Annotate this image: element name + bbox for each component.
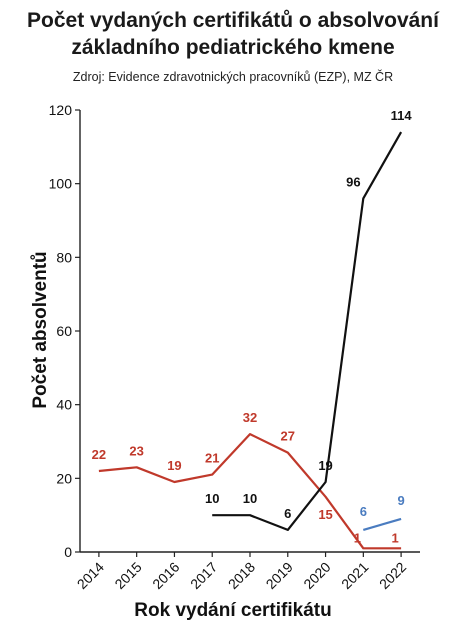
data-label: 23 xyxy=(129,443,143,458)
y-tick-label: 80 xyxy=(56,249,72,265)
data-label: 114 xyxy=(391,108,413,123)
x-tick-label: 2022 xyxy=(376,559,409,592)
data-label: 1 xyxy=(391,530,398,545)
y-tick-label: 0 xyxy=(64,544,72,560)
data-label: 10 xyxy=(205,491,219,506)
y-tick-label: 20 xyxy=(56,470,72,486)
x-tick-label: 2019 xyxy=(263,559,296,592)
data-label: 6 xyxy=(284,506,291,521)
chart-title-line1: Počet vydaných certifikátů o absolvování xyxy=(27,9,439,32)
series-line xyxy=(98,433,402,550)
y-tick-label: 120 xyxy=(49,102,73,118)
y-tick-label: 40 xyxy=(56,397,72,413)
x-tick-label: 2016 xyxy=(149,559,182,592)
data-label: 32 xyxy=(243,410,257,425)
chart-source: Zdroj: Evidence zdravotnických pracovník… xyxy=(72,70,394,84)
data-label: 15 xyxy=(318,507,332,522)
data-labels: 22 23 19 21 32 27 15 1 1 10 10 6 19 96 114 6 9 xyxy=(92,108,413,545)
x-tick-label: 2018 xyxy=(225,559,258,592)
data-label: 1 xyxy=(354,530,361,545)
x-axis-label: Rok vydání certifikátu xyxy=(134,600,332,621)
x-tick-label: 2017 xyxy=(187,559,220,592)
x-tick-label: 2015 xyxy=(111,559,144,592)
y-tick-label: 100 xyxy=(49,176,73,192)
data-label: 19 xyxy=(167,458,181,473)
data-label: 27 xyxy=(281,429,295,444)
x-tick-label: 2014 xyxy=(74,559,107,592)
data-label: 10 xyxy=(243,491,257,506)
data-label: 9 xyxy=(397,493,404,508)
series-line xyxy=(212,131,403,531)
data-label: 19 xyxy=(318,458,332,473)
data-label: 96 xyxy=(346,174,360,189)
y-axis-label: Počet absolventů xyxy=(30,251,51,408)
series-line xyxy=(362,517,402,531)
data-label: 21 xyxy=(205,451,219,466)
y-tick-label: 60 xyxy=(56,323,72,339)
chart-title-line2: základního pediatrického kmene xyxy=(71,36,395,59)
x-tick-label: 2020 xyxy=(300,559,333,592)
data-label: 22 xyxy=(92,447,106,462)
data-label: 6 xyxy=(360,504,367,519)
series-layer xyxy=(98,131,403,550)
x-tick-label: 2021 xyxy=(338,559,371,592)
